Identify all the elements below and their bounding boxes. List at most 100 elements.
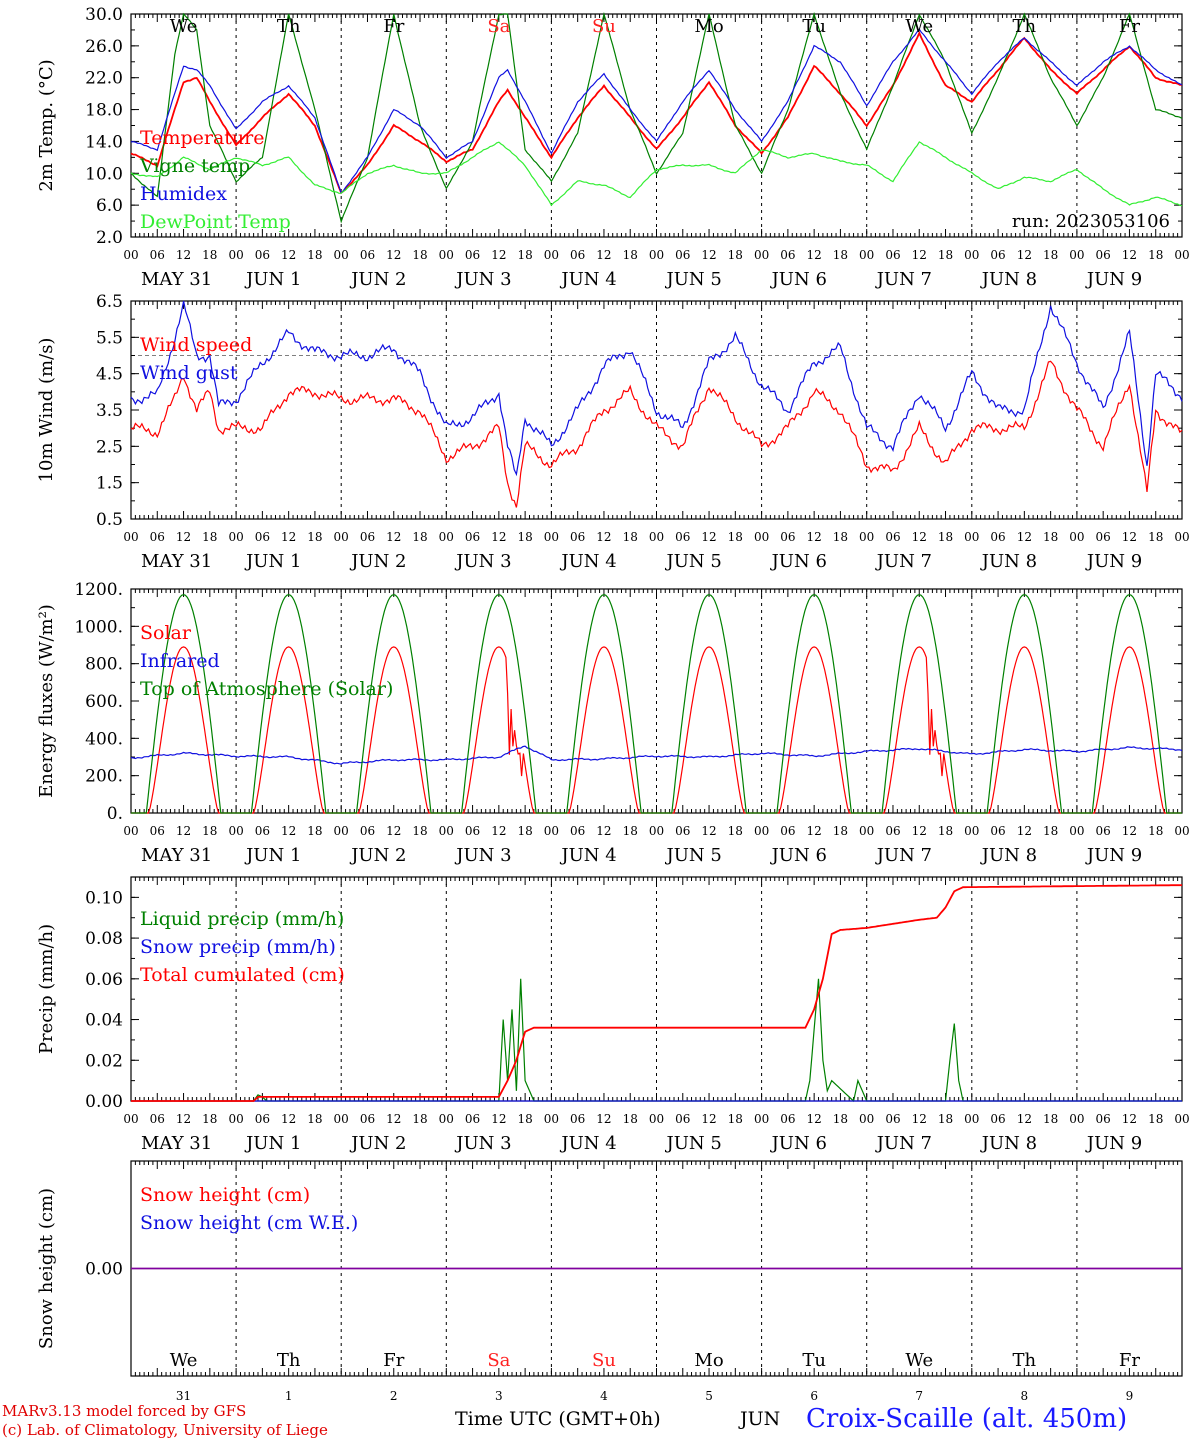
weekday-label: Th bbox=[1013, 1350, 1037, 1371]
y-tick-label: 22.0 bbox=[85, 69, 123, 89]
y-tick-label: 4.5 bbox=[96, 365, 123, 385]
hour-label: 06 bbox=[675, 530, 690, 544]
hour-label: 18 bbox=[517, 530, 532, 544]
date-label: JUN 1 bbox=[244, 551, 301, 572]
hour-label: 06 bbox=[570, 530, 585, 544]
hour-label: 00 bbox=[1069, 824, 1084, 838]
hour-label: 12 bbox=[491, 824, 506, 838]
hour-label: 00 bbox=[649, 530, 664, 544]
hour-label: 12 bbox=[1017, 248, 1032, 262]
month-label: JUN bbox=[738, 1408, 780, 1430]
legend-entry: Vigne temp bbox=[139, 155, 250, 177]
hour-label: 12 bbox=[807, 824, 822, 838]
series-infrared bbox=[130, 745, 1183, 765]
hour-label: 06 bbox=[360, 824, 375, 838]
hour-label: 00 bbox=[754, 530, 769, 544]
hour-label: 18 bbox=[307, 248, 322, 262]
hour-label: 06 bbox=[780, 248, 795, 262]
weekday-label: We bbox=[905, 1350, 933, 1371]
hour-label: 18 bbox=[412, 1112, 427, 1126]
hour-label: 00 bbox=[228, 248, 243, 262]
hour-label: 12 bbox=[1122, 824, 1137, 838]
panel-1: 2.0 6.0 10.0 14.0 18.0 22.0 26.0 30.0 2m Temp. (… bbox=[36, 5, 1190, 290]
hour-label: 18 bbox=[728, 530, 743, 544]
y-tick-label: 0.00 bbox=[85, 1092, 123, 1112]
legend-entry: Solar bbox=[140, 622, 192, 644]
series-total-cumulated-cm bbox=[131, 884, 1183, 1102]
hour-label: 00 bbox=[1069, 1112, 1084, 1126]
y-axis-title: 10m Wind (m/s) bbox=[36, 338, 57, 483]
panel-5: 0.00 Snow height (cm) Snow height (cm) Snow… bbox=[36, 1160, 1183, 1403]
date-label: JUN 2 bbox=[349, 1133, 406, 1154]
hour-label: 06 bbox=[570, 248, 585, 262]
date-label: JUN 1 bbox=[244, 845, 301, 866]
y-tick-label: 0.06 bbox=[85, 970, 123, 990]
hour-label: 00 bbox=[439, 248, 454, 262]
hour-label: 06 bbox=[360, 530, 375, 544]
hour-label: 06 bbox=[150, 824, 165, 838]
legend-entry: Top of Atmosphere (Solar) bbox=[140, 678, 393, 700]
weekday-label: Th bbox=[1013, 16, 1037, 37]
hour-label: 00 bbox=[1174, 1112, 1189, 1126]
date-label: JUN 6 bbox=[770, 551, 827, 572]
y-tick-label: 6.0 bbox=[96, 196, 123, 216]
hour-label: 12 bbox=[701, 1112, 716, 1126]
date-label: JUN 8 bbox=[980, 551, 1037, 572]
hour-label: 00 bbox=[1174, 530, 1189, 544]
hour-label: 12 bbox=[176, 248, 191, 262]
panel-4: 0.00 0.02 0.04 0.06 0.08 0.10 Precip (mm/h) Liq… bbox=[36, 876, 1190, 1154]
hour-label: 06 bbox=[255, 824, 270, 838]
hour-label: 06 bbox=[255, 1112, 270, 1126]
hour-label: 06 bbox=[990, 530, 1005, 544]
hour-label: 06 bbox=[1096, 824, 1111, 838]
hour-label: 18 bbox=[833, 248, 848, 262]
date-label: JUN 5 bbox=[665, 1133, 722, 1154]
weekday-label: We bbox=[170, 1350, 198, 1371]
hour-label: 06 bbox=[255, 248, 270, 262]
date-label: JUN 4 bbox=[559, 269, 616, 290]
date-label: MAY 31 bbox=[141, 1133, 212, 1154]
hour-label: 18 bbox=[517, 824, 532, 838]
series-dewpoint-temp bbox=[130, 141, 1183, 207]
hour-label: 06 bbox=[780, 824, 795, 838]
hour-label: 06 bbox=[465, 248, 480, 262]
legend-entry: Snow height (cm W.E.) bbox=[140, 1212, 358, 1234]
hour-label: 12 bbox=[912, 1112, 927, 1126]
hour-label: 12 bbox=[807, 1112, 822, 1126]
legend-entry: Snow height (cm) bbox=[140, 1184, 310, 1206]
y-tick-label: 1200. bbox=[74, 580, 123, 600]
hour-label: 18 bbox=[623, 248, 638, 262]
hour-label: 18 bbox=[728, 1112, 743, 1126]
hour-label: 12 bbox=[281, 530, 296, 544]
legend-entry: Humidex bbox=[140, 183, 227, 205]
date-label: JUN 3 bbox=[454, 269, 511, 290]
date-label: JUN 9 bbox=[1085, 269, 1142, 290]
hour-label: 18 bbox=[412, 248, 427, 262]
date-label: JUN 5 bbox=[665, 845, 722, 866]
weekday-label: Fr bbox=[383, 1350, 404, 1371]
date-label: JUN 4 bbox=[559, 551, 616, 572]
hour-label: 00 bbox=[754, 248, 769, 262]
hour-label: 00 bbox=[123, 530, 138, 544]
hour-label: 18 bbox=[307, 824, 322, 838]
y-tick-label: 0.04 bbox=[85, 1011, 123, 1031]
hour-label: 00 bbox=[859, 248, 874, 262]
hour-label: 12 bbox=[912, 248, 927, 262]
hour-label: 18 bbox=[833, 1112, 848, 1126]
date-label: MAY 31 bbox=[141, 269, 212, 290]
hour-label: 00 bbox=[649, 1112, 664, 1126]
date-label: MAY 31 bbox=[141, 551, 212, 572]
y-tick-label: 0.5 bbox=[96, 510, 123, 530]
hour-label: 06 bbox=[360, 248, 375, 262]
hour-label: 12 bbox=[596, 248, 611, 262]
hour-label: 06 bbox=[885, 1112, 900, 1126]
y-tick-label: 0. bbox=[107, 804, 123, 824]
hour-label: 00 bbox=[964, 1112, 979, 1126]
hour-label: 12 bbox=[1122, 530, 1137, 544]
y-axis-title: Snow height (cm) bbox=[36, 1188, 57, 1349]
date-label: JUN 7 bbox=[875, 269, 932, 290]
hour-label: 12 bbox=[596, 824, 611, 838]
hour-label: 18 bbox=[202, 1112, 217, 1126]
hour-label: 18 bbox=[517, 248, 532, 262]
hour-label: 00 bbox=[439, 824, 454, 838]
